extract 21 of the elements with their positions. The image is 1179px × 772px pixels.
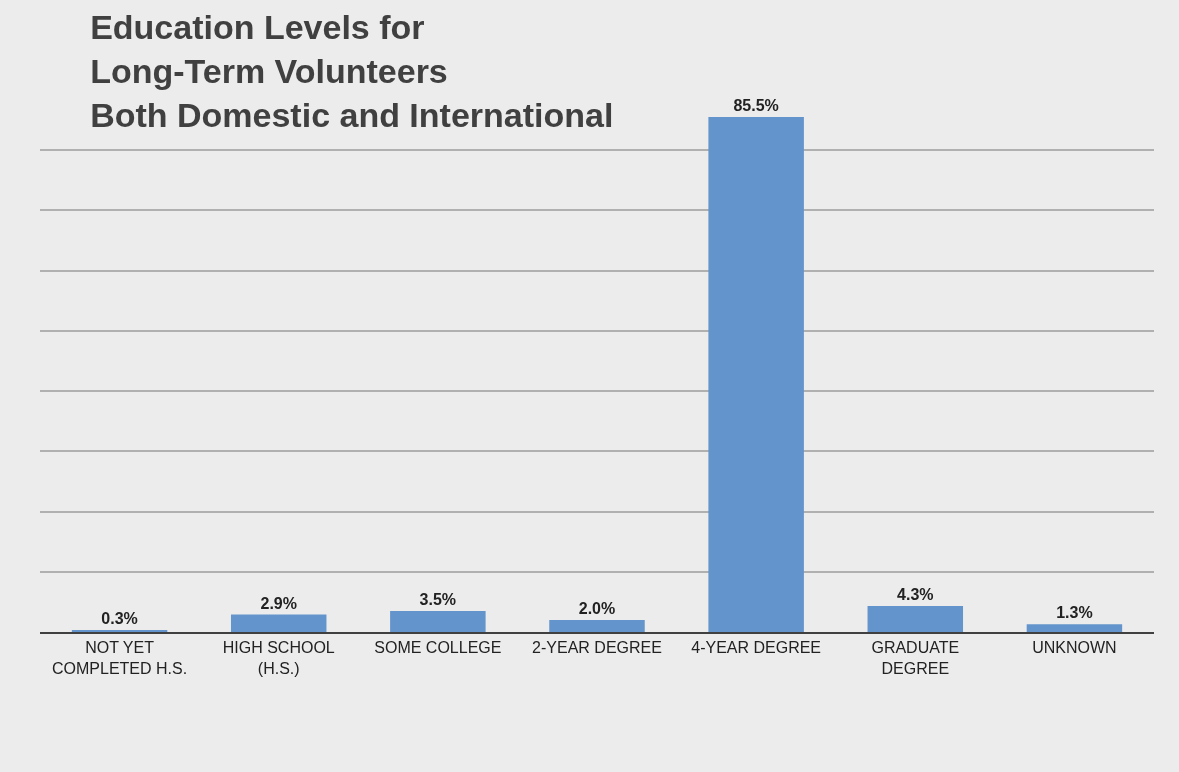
x-tick-label: SOME COLLEGE xyxy=(374,639,502,657)
bar xyxy=(1026,624,1123,632)
data-label: 2.9% xyxy=(260,594,297,612)
x-tick-label: NOT YET COMPLETED H.S. xyxy=(52,639,188,677)
bar xyxy=(867,606,964,632)
x-tick-label: 4-YEAR DEGREE xyxy=(691,639,822,657)
bar xyxy=(708,117,804,632)
data-label: 4.3% xyxy=(897,586,934,604)
bar xyxy=(230,614,327,632)
x-tick-label: 2-YEAR DEGREE xyxy=(532,639,662,657)
bar xyxy=(549,619,645,632)
data-label: 1.3% xyxy=(1056,604,1093,622)
data-label: 2.0% xyxy=(578,599,616,617)
data-label: 3.5% xyxy=(419,590,457,608)
x-tick-label: GRADUATE DEGREE xyxy=(871,639,960,677)
x-tick-label: HIGH SCHOOL (H.S.) xyxy=(222,639,335,677)
data-label: 0.3% xyxy=(101,610,138,627)
chart-title: Education Levels for Long-Term Volunteers Both Domestic and International xyxy=(90,7,614,134)
data-label: 85.5% xyxy=(733,97,779,115)
x-tick-label: UNKNOWN xyxy=(1032,639,1117,657)
bar xyxy=(390,610,486,632)
